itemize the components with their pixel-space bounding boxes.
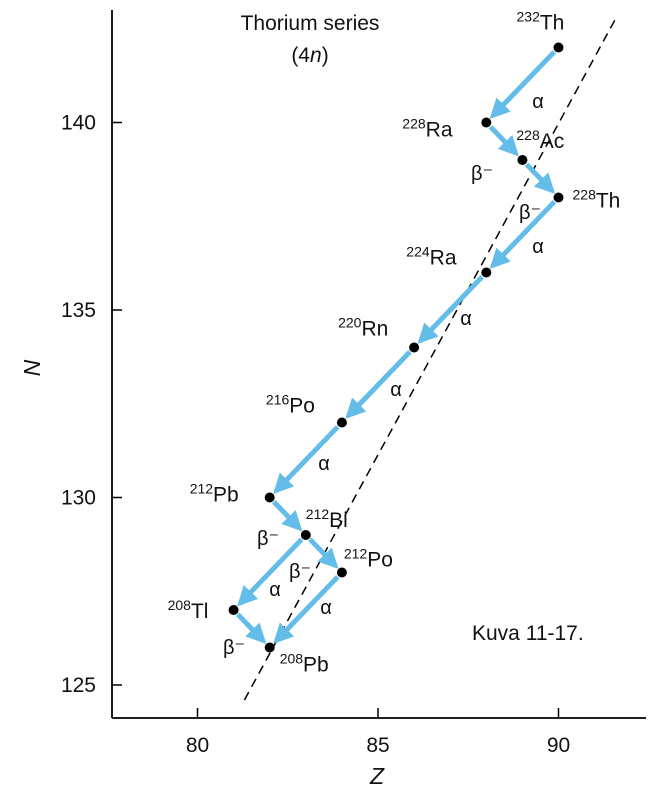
y-tick-label-140: 140	[61, 112, 96, 135]
nuclide-point-th228	[553, 192, 564, 203]
nuclide-label-th228: 228Th	[573, 187, 621, 213]
chart-title-line2: (4n)	[291, 44, 328, 67]
decay-label-pb212-bi212: β⁻	[257, 528, 279, 550]
nuclide-point-bi212	[300, 530, 311, 540]
decay-label-bi212-po212: β⁻	[289, 561, 311, 583]
decay-arrow-ra224-rn220	[417, 275, 484, 344]
nuclide-label-ra228: 228Ra	[402, 116, 453, 142]
axes	[111, 10, 646, 719]
y-tick-label-130: 130	[61, 487, 96, 510]
decay-arrow-th228-ra224	[489, 200, 557, 269]
decay-arrow-ac228-th228	[524, 162, 556, 194]
nuclide-label-rn220: 220Rn	[338, 315, 388, 341]
nuclide-label-bi212: 212Bi	[306, 506, 348, 532]
decay-label-tl208-pb208: β⁻	[223, 637, 245, 659]
ticks: 80 85 90 125 130 135 140	[61, 112, 570, 758]
decay-label-ra228-ac228: β⁻	[471, 163, 493, 185]
figure-caption: Kuva 11-17.	[472, 622, 584, 645]
x-tick-label-85: 85	[366, 734, 389, 757]
chart-title-line1: Thorium series	[241, 12, 380, 35]
nuclide-label-tl208: 208Tl	[168, 597, 209, 623]
decay-label-ac228-th228: β⁻	[519, 202, 541, 224]
nuclide-label-po212: 212Po	[344, 546, 393, 572]
decay-label-po216-pb212: α	[318, 453, 330, 475]
y-tick-label-125: 125	[61, 674, 96, 697]
x-axis-label: Z	[369, 763, 385, 789]
nuclide-point-pb208	[264, 642, 275, 653]
nuclide-point-th232	[553, 42, 564, 53]
stability-reference-line	[243, 17, 617, 701]
nuclide-labels: 232Th 228Ra 228Ac 228Th 224Ra 220Rn 216Po 212Pb…	[168, 9, 621, 677]
nuclide-point-ra224	[481, 267, 492, 278]
decay-arrow-pb212-bi212	[272, 500, 303, 532]
decay-label-bi212-tl208: α	[269, 579, 281, 601]
decay-label-th228-ra224: α	[532, 236, 544, 258]
nuclide-point-ra228	[481, 117, 492, 128]
decay-arrow-ra228-ac228	[488, 125, 519, 157]
nuclide-label-pb212: 212Pb	[190, 481, 239, 507]
x-tick-label-90: 90	[547, 734, 570, 757]
nuclide-label-ra224: 224Ra	[406, 244, 457, 270]
decay-arrow-rn220-po216	[345, 350, 412, 419]
nuclide-point-pb212	[264, 492, 275, 503]
decay-label-ra224-rn220: α	[460, 308, 472, 330]
nuclide-point-rn220	[409, 342, 420, 353]
nuclide-point-po212	[336, 567, 347, 578]
nuclide-point-ac228	[517, 155, 528, 165]
decay-label-po212-pb208: α	[320, 597, 332, 619]
nuclide-point-po216	[336, 417, 347, 428]
x-tick-label-80: 80	[186, 734, 209, 757]
nuclide-point-tl208	[228, 605, 239, 615]
decay-arrow-po216-pb212	[273, 425, 340, 494]
decay-arrow-po212-pb208	[273, 575, 340, 644]
nuclide-label-po216: 216Po	[266, 392, 315, 418]
decay-arrow-bi212-po212	[308, 537, 339, 569]
decay-labels: α β⁻ β⁻ α α α α β⁻ β⁻ α α β⁻	[223, 91, 544, 659]
y-axis-label: N	[19, 359, 45, 376]
nuclide-points	[228, 42, 564, 653]
decay-arrow-bi212-tl208	[237, 537, 304, 607]
decay-arrow-tl208-pb208	[235, 612, 267, 644]
reference-line-layer	[243, 17, 617, 701]
y-tick-label-135: 135	[61, 299, 96, 322]
nuclide-label-ac228: 228Ac	[516, 127, 564, 153]
nuclide-label-th232: 232Th	[517, 9, 565, 35]
decay-label-rn220-po216: α	[390, 379, 402, 401]
decay-arrows	[235, 50, 557, 644]
decay-arrow-th232-ra228	[489, 50, 557, 119]
decay-label-th232-ra228: α	[532, 91, 544, 113]
nuclide-label-pb208: 208Pb	[280, 651, 329, 677]
